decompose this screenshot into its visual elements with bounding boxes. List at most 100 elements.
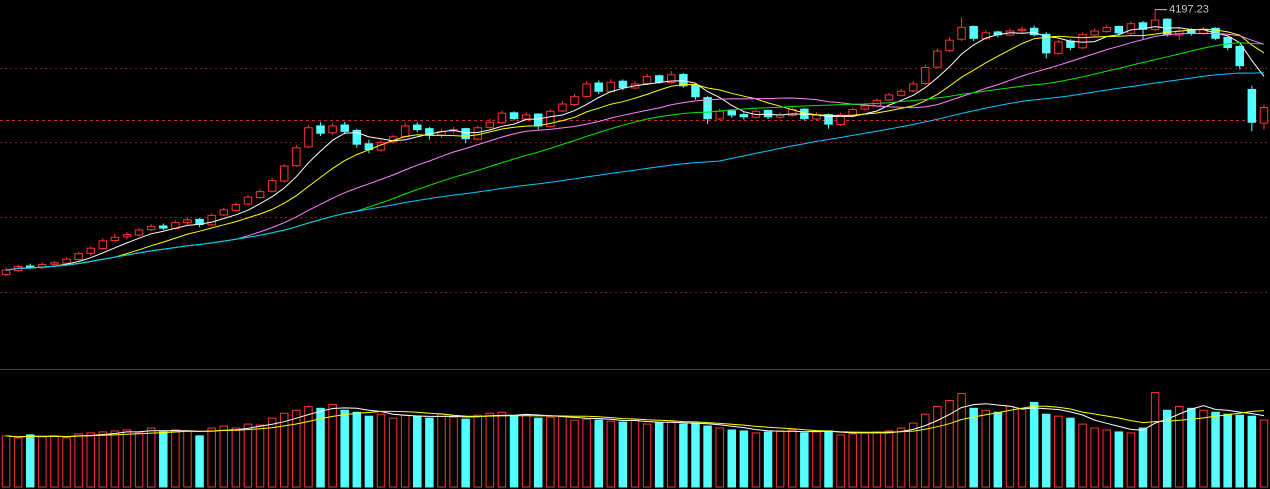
candle-body	[509, 112, 519, 120]
candle-body	[618, 80, 628, 89]
volume-bar	[1078, 423, 1087, 488]
candle-body	[485, 121, 495, 128]
volume-bar	[1090, 427, 1099, 488]
candle-body	[703, 97, 712, 120]
candle-body	[739, 114, 749, 118]
ma-line	[5, 72, 1265, 271]
candle-body	[1, 269, 11, 276]
volume-bar	[413, 415, 422, 488]
volume-bar	[340, 409, 349, 488]
candle-body	[1090, 30, 1099, 36]
candle-body	[1078, 34, 1087, 49]
volume-bar	[38, 436, 47, 488]
volume-bar	[679, 423, 688, 488]
candle-body	[1126, 23, 1136, 34]
volume-bar	[1223, 413, 1232, 488]
volume-bar	[1138, 427, 1148, 488]
candle-body	[824, 114, 833, 125]
volume-bar	[1199, 409, 1208, 488]
volume-bar	[969, 407, 978, 488]
volume-bar	[654, 422, 664, 488]
volume-bar	[775, 430, 785, 488]
ma-line	[5, 28, 1265, 271]
candle-body	[340, 124, 349, 132]
candle-body	[933, 50, 942, 68]
volume-bar	[183, 430, 192, 488]
volume-bar	[558, 415, 567, 488]
candle-body	[606, 81, 616, 93]
candle-body	[1223, 36, 1232, 48]
candle-body	[969, 25, 978, 39]
volume-bar	[437, 413, 446, 488]
volume-bar	[884, 430, 894, 488]
volume-bar	[582, 418, 591, 488]
candle-body	[267, 180, 277, 192]
volume-bar	[1066, 417, 1075, 488]
candle-body	[533, 113, 543, 127]
volume-bar	[86, 432, 95, 488]
volume-bar	[921, 413, 930, 488]
candle-body	[292, 147, 301, 167]
candle-body	[219, 209, 229, 216]
volume-bar	[122, 429, 132, 488]
volume-bar	[787, 429, 797, 488]
volume-bar	[62, 437, 71, 488]
candle-body	[884, 94, 894, 101]
candle-body	[836, 114, 845, 125]
volume-bar	[364, 415, 374, 488]
volume-bar	[739, 430, 749, 488]
volume-bar	[1, 435, 11, 488]
candle-body	[50, 262, 59, 265]
volume-bar	[485, 412, 495, 488]
candle-body	[1102, 26, 1111, 32]
max-label: 4197.23	[1169, 4, 1209, 16]
volume-bar	[352, 411, 362, 488]
volume-bar	[727, 429, 737, 488]
candle-body	[25, 265, 35, 268]
candle-body	[146, 225, 156, 231]
volume-bar	[497, 411, 507, 488]
volume-bar	[1017, 407, 1027, 488]
candle-body	[110, 236, 120, 242]
candle-body	[715, 110, 724, 120]
volume-bar	[279, 412, 289, 488]
volume-bar	[171, 429, 180, 488]
volume-bar	[267, 417, 277, 488]
candle-body	[667, 74, 676, 83]
candle-body	[74, 253, 83, 261]
volume-bar	[304, 405, 313, 488]
volume-bar	[860, 432, 870, 488]
volume-bar	[449, 416, 458, 488]
volume-bar	[945, 399, 954, 488]
volume-bar	[146, 427, 156, 488]
volume-bar	[570, 419, 579, 488]
candle-body	[400, 125, 410, 138]
volume-bar	[243, 423, 253, 488]
candle-body	[328, 125, 337, 134]
volume-bar	[981, 409, 991, 488]
candle-body	[981, 32, 991, 40]
candle-body	[896, 90, 906, 96]
candle-body	[546, 110, 555, 127]
volume-bar	[473, 414, 483, 488]
volume-bar	[461, 418, 470, 488]
volume-bar	[316, 407, 325, 488]
candle-body	[570, 96, 579, 105]
volume-bar	[993, 411, 1003, 488]
candle-body	[763, 109, 773, 118]
volume-bar	[13, 437, 23, 488]
volume-bar	[872, 431, 882, 488]
volume-bar	[110, 430, 120, 488]
volume-bar	[1150, 392, 1160, 488]
volume-bar	[1041, 413, 1051, 488]
volume-bar	[957, 393, 966, 488]
ma-line	[5, 26, 1265, 271]
volume-bar	[328, 403, 337, 488]
volume-bar	[98, 431, 108, 488]
candle-body	[1235, 46, 1245, 67]
volume-bar	[1005, 405, 1015, 488]
volume-bar	[642, 423, 652, 488]
candle-body	[98, 240, 108, 250]
candle-body	[122, 234, 132, 238]
candle-body	[1114, 25, 1124, 34]
